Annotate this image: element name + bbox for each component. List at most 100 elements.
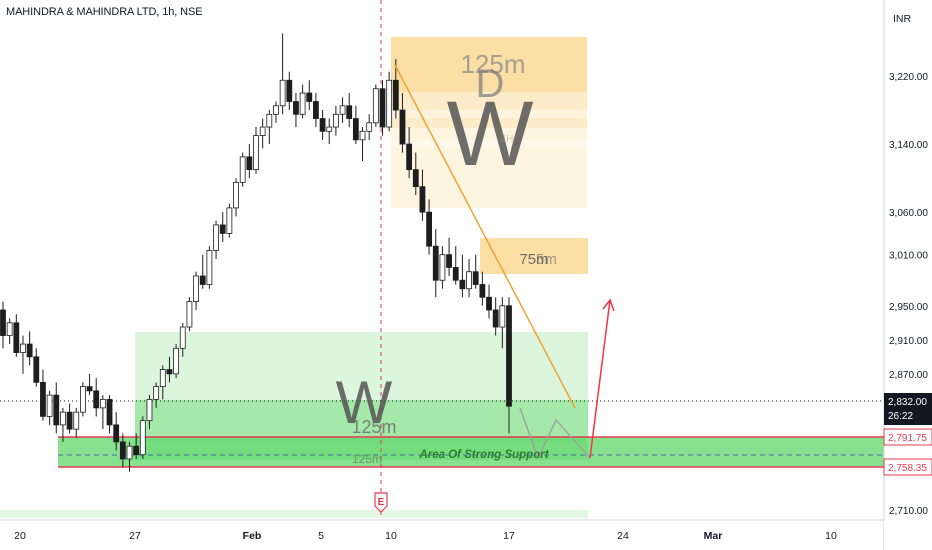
candle-down <box>492 309 499 328</box>
candle-down <box>313 101 319 119</box>
candle-up <box>173 347 180 375</box>
candle-up <box>239 156 246 183</box>
label-upper-faint: 4H <box>501 134 514 145</box>
candles-group <box>0 33 512 472</box>
candle-up <box>279 79 286 107</box>
price-tick: 3,140.00 <box>889 140 928 151</box>
earnings-marker[interactable]: E <box>374 492 388 513</box>
time-tick: 24 <box>617 530 629 542</box>
price-tick: 2,910.00 <box>889 336 928 347</box>
candle-down <box>446 254 452 268</box>
candle-down <box>66 411 73 430</box>
price-tick: 2,950.00 <box>889 302 928 313</box>
candle-up <box>206 250 213 285</box>
candle-down <box>419 186 426 213</box>
candle-down <box>426 211 433 247</box>
candle-up <box>126 445 133 460</box>
candle-down <box>13 322 20 353</box>
candle-up <box>20 343 26 353</box>
supply-zone-top <box>391 37 587 92</box>
candle-up <box>273 105 279 115</box>
demand-zone-bottom <box>0 510 588 518</box>
candle-down <box>40 381 46 417</box>
candle-up <box>339 105 346 115</box>
candle-down <box>293 101 299 115</box>
time-tick: 10 <box>385 530 397 542</box>
candle-down <box>472 271 479 285</box>
candle-down <box>33 356 40 383</box>
price-tick: 2,710.00 <box>889 506 928 517</box>
candle-down <box>53 394 60 426</box>
candle-down <box>86 386 93 392</box>
candle-up <box>153 386 160 400</box>
candle-down <box>406 143 413 171</box>
candle-down <box>113 424 120 443</box>
candle-down <box>119 441 126 460</box>
strong-support-zone <box>58 437 884 467</box>
supply-zone-band <box>391 110 587 118</box>
time-tick: 27 <box>129 530 141 542</box>
candle-up <box>46 394 53 417</box>
label-lower-125m-a: 125m <box>351 417 396 437</box>
zone-top-label: 2,791.75 <box>888 433 927 444</box>
time-tick: 10 <box>825 530 837 542</box>
candle-up <box>499 305 506 328</box>
candle-up <box>60 411 66 426</box>
candle-up <box>73 411 80 430</box>
candle-up <box>186 301 193 328</box>
candle-up <box>299 92 306 115</box>
price-tick: 3,010.00 <box>889 251 928 262</box>
candle-up <box>466 271 472 290</box>
candle-down <box>306 92 313 102</box>
candle-up <box>6 322 13 336</box>
candle-down <box>133 445 140 456</box>
projection-arrow-line <box>589 299 611 459</box>
candle-up <box>226 207 233 234</box>
price-tick: 2,870.00 <box>889 370 928 381</box>
label-mid-5m: 5m <box>536 251 557 268</box>
candle-down <box>379 88 386 128</box>
candle-down <box>479 284 486 298</box>
candle-down <box>399 109 406 145</box>
label-upper-125m: 125m <box>460 49 525 79</box>
candle-down <box>166 369 173 375</box>
candle-down <box>346 105 353 119</box>
candle-down <box>93 390 100 409</box>
candle-up <box>146 398 153 422</box>
candle-down <box>0 309 6 336</box>
candle-up <box>179 326 186 349</box>
label-lower-w: W <box>336 369 393 436</box>
time-tick: Feb <box>243 530 262 542</box>
candle-down <box>412 169 419 188</box>
zone-bottom-label: 2,758.35 <box>888 463 927 474</box>
candle-up <box>213 224 219 251</box>
candle-down <box>392 79 399 111</box>
time-tick: 5 <box>318 530 324 542</box>
label-upper-d: D <box>476 62 505 106</box>
price-tick: 3,220.00 <box>889 72 928 83</box>
countdown-label: 26:22 <box>888 411 913 422</box>
descending-trendline <box>394 64 576 409</box>
last-price-box <box>884 393 932 425</box>
candle-down <box>26 343 33 358</box>
candle-up <box>99 398 106 409</box>
demand-zone-outer <box>135 332 588 442</box>
time-tick: 20 <box>14 530 26 542</box>
earnings-marker-label: E <box>378 497 385 508</box>
candle-up <box>326 126 333 132</box>
candle-down <box>286 79 293 102</box>
candle-down <box>219 224 226 234</box>
currency-label: INR <box>893 13 912 25</box>
time-tick: Mar <box>704 530 723 542</box>
projection-zigzag <box>519 407 591 460</box>
candle-up <box>139 420 146 456</box>
zone-bottom-label-box <box>883 458 932 476</box>
projection-arrow-head <box>602 298 615 312</box>
candle-down <box>452 267 459 281</box>
candle-up <box>332 113 339 128</box>
axis-corner <box>884 521 932 550</box>
candle-up <box>79 386 86 413</box>
label-mid-75m: 75m <box>519 251 548 268</box>
